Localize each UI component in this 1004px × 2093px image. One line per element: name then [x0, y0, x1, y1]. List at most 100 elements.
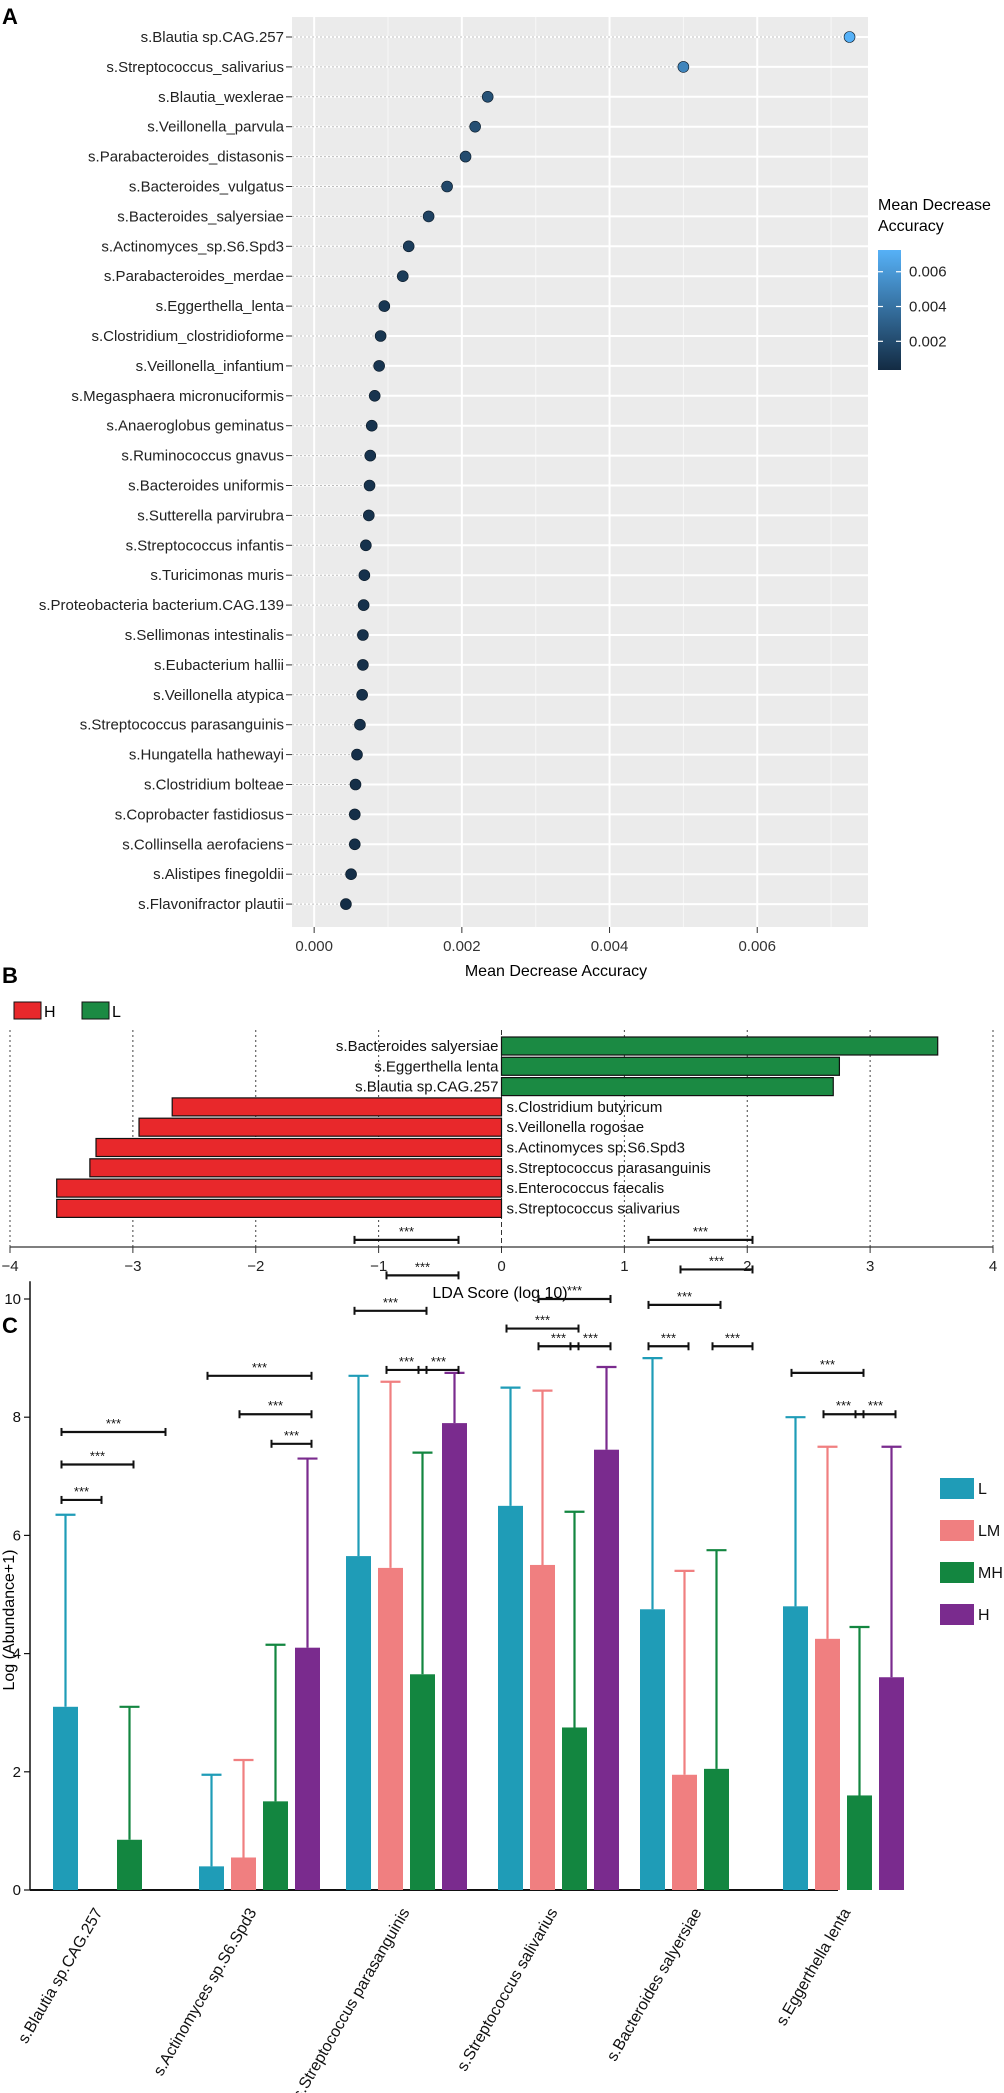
legend-swatch-L — [81, 1001, 110, 1020]
y-tick-label: 10 — [4, 1291, 21, 1308]
category-label: s.Veillonella_parvula — [147, 119, 284, 136]
bar-MH — [263, 1643, 288, 1890]
x-tick-label: 0.004 — [591, 938, 629, 955]
bar-H — [879, 1445, 904, 1890]
significance-bracket: *** — [270, 1428, 313, 1448]
x-tick-label: 0 — [497, 1258, 505, 1275]
significance-label: *** — [399, 1224, 414, 1239]
panel-c-significance: *** *** *** *** *** *** *** *** *** *** *** *** *** *… — [60, 1224, 897, 1504]
data-dot — [368, 389, 381, 402]
bar-LM — [378, 1380, 403, 1890]
lda-bar-group: s.Eggerthella lenta — [374, 1056, 841, 1076]
category-label: s.Megasphaera micronuciformis — [71, 388, 284, 405]
significance-label: *** — [836, 1398, 851, 1413]
x-tick-label: −3 — [124, 1258, 141, 1275]
data-dot — [356, 688, 368, 701]
data-bar — [117, 1839, 142, 1890]
category-label: s.Clostridium bolteae — [144, 777, 284, 794]
dot-row: s.Streptococcus_salivarius — [106, 59, 690, 76]
dot-row: s.Veillonella_infantium — [136, 358, 385, 375]
data-dot — [365, 419, 378, 432]
category-label: s.Sellimonas intestinalis — [125, 627, 284, 644]
panel-b-bars: s.Bacteroides salyersiae s.Eggerthella le… — [56, 1036, 939, 1219]
dot-row: s.Blautia sp.CAG.257 — [141, 29, 856, 46]
x-category-label: s.Actinomyces sp.S6.Spd3 — [151, 1905, 261, 2078]
lda-bar-group: s.Streptococcus parasanguinis — [89, 1158, 711, 1178]
panel-b-x-axis-label: LDA Score (log 10) — [432, 1285, 567, 1302]
data-dot — [459, 150, 472, 163]
lda-bar — [56, 1178, 503, 1198]
legend-title-line1: Mean Decrease — [878, 197, 991, 214]
significance-bracket: *** — [60, 1448, 135, 1469]
data-bar — [378, 1567, 403, 1890]
bar-L — [199, 1773, 224, 1890]
dot-row: s.Eubacterium hallii — [154, 657, 369, 674]
lda-bar-label: s.Bacteroides salyersiae — [336, 1038, 499, 1055]
panel-a-label: A — [2, 4, 18, 29]
data-dot — [357, 629, 369, 641]
data-dot — [677, 61, 690, 73]
data-dot — [481, 91, 494, 103]
lda-bar-group: s.Actinomyces sp.S6.Spd3 — [95, 1137, 685, 1158]
data-bar — [847, 1795, 872, 1890]
legend-tick-label: 0.006 — [909, 264, 947, 281]
significance-label: *** — [252, 1360, 267, 1375]
dot-row: s.Collinsella aerofaciens — [122, 836, 361, 853]
significance-bracket: *** — [647, 1330, 690, 1351]
legend-label-LM: LM — [978, 1523, 1000, 1540]
legend-color-bar — [878, 250, 901, 370]
category-label: s.Streptococcus parasanguinis — [80, 717, 284, 734]
x-category-label: s.Blautia sp.CAG.257 — [15, 1905, 106, 2046]
data-bar — [594, 1449, 619, 1890]
lda-bar — [500, 1056, 841, 1076]
dot-row: s.Clostridium_clostridioforme — [91, 328, 387, 345]
category-label: s.Flavonifractor plautii — [138, 896, 284, 913]
significance-label: *** — [583, 1330, 598, 1345]
data-dot — [402, 240, 415, 253]
lda-bar-group: s.Streptococcus salivarius — [56, 1198, 680, 1219]
dot-row: s.Coprobacter fastidiosus — [115, 806, 361, 823]
data-dot — [362, 509, 375, 522]
category-label: s.Proteobacteria bacterium.CAG.139 — [39, 597, 284, 614]
lda-bar-group: s.Blautia sp.CAG.257 — [355, 1076, 834, 1097]
data-bar — [295, 1647, 320, 1890]
significance-label: *** — [535, 1313, 550, 1328]
significance-label: *** — [284, 1428, 299, 1443]
significance-bracket: *** — [505, 1313, 580, 1333]
lda-bar — [500, 1076, 834, 1097]
significance-label: *** — [661, 1330, 676, 1345]
data-dot — [373, 360, 385, 372]
significance-label: *** — [677, 1289, 692, 1304]
significance-label: *** — [383, 1295, 398, 1310]
category-label: s.Bacteroides uniformis — [128, 478, 284, 495]
lda-bar-label: s.Veillonella rogosae — [507, 1119, 645, 1136]
lda-bar-label: s.Eggerthella lenta — [374, 1058, 499, 1075]
significance-label: *** — [415, 1259, 430, 1274]
data-dot — [340, 898, 352, 910]
category-label: s.Sutterella parvirubra — [137, 507, 284, 524]
dot-row: s.Megasphaera micronuciformis — [71, 388, 381, 405]
data-dot — [349, 778, 362, 791]
significance-label: *** — [74, 1484, 89, 1499]
dot-row: s.Flavonifractor plautii — [138, 896, 352, 913]
dot-row: s.Proteobacteria bacterium.CAG.139 — [39, 597, 370, 614]
dot-row: s.Parabacteroides_merdae — [104, 268, 409, 285]
significance-bracket: *** — [60, 1484, 103, 1504]
legend-tick-label: 0.002 — [909, 333, 947, 350]
data-bar — [879, 1677, 904, 1890]
bar-MH — [562, 1510, 587, 1890]
data-bar — [530, 1564, 555, 1890]
category-label: s.Parabacteroides_distasonis — [88, 149, 284, 166]
data-dot — [422, 210, 435, 223]
lda-bar-group: s.Clostridium butyricum — [171, 1097, 662, 1117]
significance-bracket: *** — [353, 1295, 428, 1315]
panel-c-x-labels: s.Blautia sp.CAG.257 s.Actinomyces sp.S6.… — [15, 1905, 854, 2093]
legend-label-H: H — [978, 1607, 990, 1624]
significance-bracket: *** — [60, 1416, 167, 1436]
data-bar — [704, 1768, 729, 1890]
panel-b-label: B — [2, 963, 18, 988]
significance-bracket: *** — [711, 1330, 754, 1351]
data-dot — [351, 748, 363, 761]
